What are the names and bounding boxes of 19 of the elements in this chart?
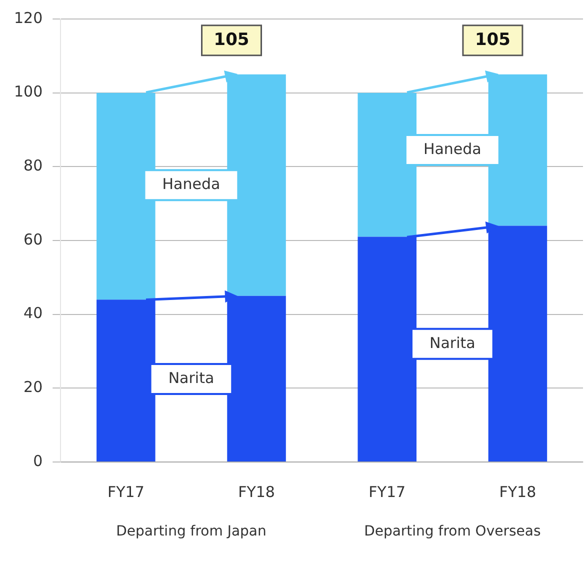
total-label: 105 — [474, 30, 510, 50]
series-label: Haneda — [162, 175, 220, 194]
y-tick-label: 80 — [24, 156, 43, 175]
x-tick-label: FY17 — [107, 482, 144, 501]
y-tick-label: 60 — [24, 230, 43, 248]
y-tick-label: 0 — [33, 452, 43, 470]
text: Narita — [429, 334, 476, 352]
y-tick-label: 20 — [24, 378, 43, 396]
text: Haneda — [423, 140, 482, 158]
x-tick-label: FY17 — [368, 482, 406, 501]
text: Departing from Japan — [116, 524, 266, 540]
x-tick-label: FY18 — [238, 482, 275, 501]
series-label: Narita — [168, 368, 214, 387]
y-tick-label: 40 — [24, 304, 43, 322]
y-tick-label: 120 — [14, 8, 43, 27]
y-tick-label: 100 — [14, 82, 43, 101]
total-label: 105 — [214, 30, 250, 50]
x-tick-label: FY18 — [499, 482, 536, 501]
text: Departing from Overseas — [364, 524, 541, 540]
